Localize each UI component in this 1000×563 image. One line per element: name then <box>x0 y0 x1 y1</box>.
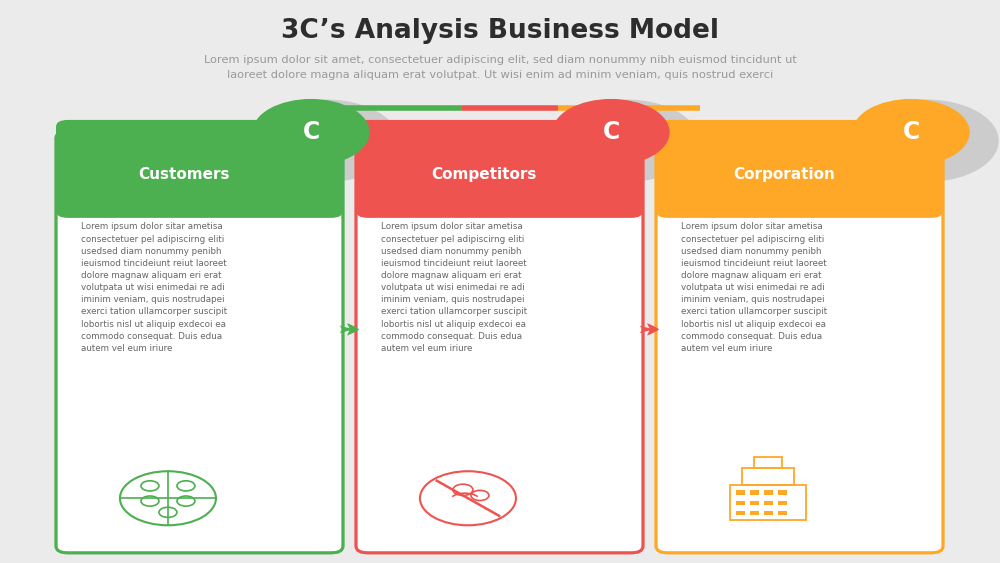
Circle shape <box>554 100 698 181</box>
Bar <box>750 501 759 505</box>
Bar <box>778 501 787 505</box>
FancyBboxPatch shape <box>356 120 643 218</box>
Text: Lorem ipsum dolor sitar ametisa
consectetuer pel adipiscirng eliti
usedsed diam : Lorem ipsum dolor sitar ametisa consecte… <box>681 222 827 353</box>
Bar <box>754 457 782 468</box>
Text: Corporation: Corporation <box>733 167 835 182</box>
FancyBboxPatch shape <box>656 131 943 553</box>
Text: Customers: Customers <box>138 167 229 182</box>
Bar <box>736 490 745 495</box>
Bar <box>764 511 773 515</box>
Bar <box>778 511 787 515</box>
FancyBboxPatch shape <box>656 120 943 218</box>
FancyBboxPatch shape <box>56 120 343 218</box>
Text: Lorem ipsum dolor sitar ametisa
consectetuer pel adipiscirng eliti
usedsed diam : Lorem ipsum dolor sitar ametisa consecte… <box>381 222 527 353</box>
Text: C: C <box>902 120 920 144</box>
Bar <box>750 511 759 515</box>
Text: Lorem ipsum dolor sitar ametisa
consectetuer pel adipiscirng eliti
usedsed diam : Lorem ipsum dolor sitar ametisa consecte… <box>81 222 227 353</box>
Bar <box>368 178 631 211</box>
Circle shape <box>854 100 998 181</box>
Bar <box>668 178 931 211</box>
Circle shape <box>553 100 669 165</box>
Bar <box>736 501 745 505</box>
FancyBboxPatch shape <box>356 131 643 553</box>
Bar <box>750 490 759 495</box>
Bar <box>778 490 787 495</box>
FancyBboxPatch shape <box>56 131 343 553</box>
Circle shape <box>253 100 369 165</box>
Circle shape <box>853 100 969 165</box>
Circle shape <box>254 100 398 181</box>
Text: Competitors: Competitors <box>431 167 536 182</box>
Text: Lorem ipsum dolor sit amet, consectetuer adipiscing elit, sed diam nonummy nibh : Lorem ipsum dolor sit amet, consectetuer… <box>204 55 796 80</box>
Bar <box>736 511 745 515</box>
Bar <box>764 490 773 495</box>
Text: C: C <box>602 120 620 144</box>
Text: 3C’s Analysis Business Model: 3C’s Analysis Business Model <box>281 18 719 44</box>
Bar <box>730 485 806 520</box>
Text: C: C <box>302 120 320 144</box>
Bar <box>742 468 794 485</box>
Bar <box>68 178 331 211</box>
Bar <box>764 501 773 505</box>
